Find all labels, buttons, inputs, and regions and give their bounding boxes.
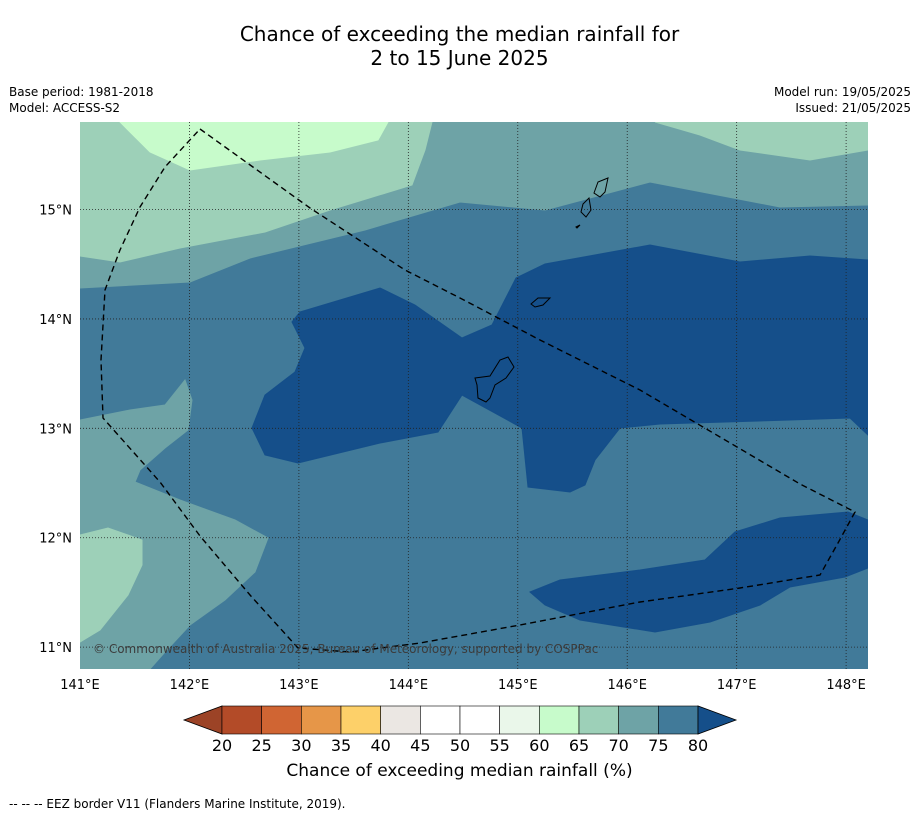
colorbar-tick-label: 35 [331,736,351,755]
colorbar: 20 25 30 35 40 45 50 55 60 65 70 75 80 [182,705,738,755]
colorbar-segment [499,705,540,735]
colorbar-tick-label: 40 [370,736,390,755]
base-period: Base period: 1981-2018 [9,85,154,99]
map-panel: © Commonwealth of Australia 2025, Bureau… [39,122,868,693]
island-guam [474,356,515,403]
island-tinian [580,196,592,218]
colorbar-tick-label: 50 [450,736,470,755]
field-65-70-southwest [80,527,143,643]
lat-tick-label: 14°N [39,313,72,328]
lon-tick-label: 148°E [826,678,866,693]
lat-tick-label: 13°N [39,422,72,437]
colorbar-graphic: 20 25 30 35 40 45 50 55 60 65 70 75 80 [182,705,738,755]
lon-tick-label: 142°E [170,678,210,693]
model-run: Model run: 19/05/2025 [773,85,911,99]
islands [474,177,609,403]
colorbar-tick-label: 65 [569,736,589,755]
colorbar-tick-label: 25 [251,736,271,755]
copyright-notice: © Commonwealth of Australia 2025, Bureau… [93,642,598,656]
colorbar-segment [301,705,342,735]
meta-left: Base period: 1981-2018 Model: ACCESS-S2 [9,84,154,116]
colorbar-tick-label: 55 [489,736,509,755]
lat-tick-label: 12°N [39,532,72,547]
colorbar-segment [658,705,699,735]
lon-tick-label: 144°E [389,678,429,693]
lon-tick-label: 141°E [60,678,100,693]
probability-map: © Commonwealth of Australia 2025, Bureau… [39,122,868,693]
eez-legend-note: -- -- -- EEZ border V11 (Flanders Marine… [9,797,346,811]
chart-title: Chance of exceeding the median rainfall … [0,22,919,70]
colorbar-segment [459,705,500,735]
field-60-65-north [119,122,389,171]
lat-tick-label: 11°N [39,641,72,656]
colorbar-segment [380,705,421,735]
colorbar-tick-label: 20 [212,736,232,755]
colorbar-tick-label: 70 [608,736,628,755]
colorbar-tick-label: 45 [410,736,430,755]
title-line-1: Chance of exceeding the median rainfall … [239,22,680,46]
island-small [575,224,581,229]
colorbar-segments [182,705,738,735]
colorbar-label: Chance of exceeding median rainfall (%) [286,761,633,781]
title-line-2: 2 to 15 June 2025 [370,46,549,70]
lat-tick-label: 15°N [39,204,72,219]
lon-tick-label: 143°E [279,678,319,693]
colorbar-over-arrow [697,705,738,735]
colorbar-segment [539,705,580,735]
axis-tick-labels: 141°E 142°E 143°E 144°E 145°E 146°E 147°E 148°E… [39,204,866,693]
field-80-plus-southeast [529,511,868,633]
colorbar-under-arrow [182,705,223,735]
model-name: Model: ACCESS-S2 [9,101,121,115]
colorbar-segment [340,705,381,735]
colorbar-segment [578,705,619,735]
colorbar-segment [420,705,461,735]
colorbar-tick-label: 75 [648,736,668,755]
colorbar-segment [261,705,302,735]
colorbar-ticks: 20 25 30 35 40 45 50 55 60 65 70 75 80 [212,736,708,755]
lon-tick-label: 145°E [498,678,538,693]
lon-tick-label: 147°E [717,678,757,693]
colorbar-segment [618,705,659,735]
field-80-plus-central [251,244,868,493]
graticule [80,122,868,669]
colorbar-tick-label: 30 [291,736,311,755]
issued-date: Issued: 21/05/2025 [795,101,911,115]
colorbar-tick-label: 60 [529,736,549,755]
field-65-70-northeast [654,122,868,161]
island-rota [530,297,552,308]
meta-right: Model run: 19/05/2025 Issued: 21/05/2025 [774,84,911,116]
lon-tick-label: 146°E [607,678,647,693]
island-saipan [593,177,609,198]
colorbar-segment [221,705,262,735]
colorbar-tick-label: 80 [688,736,708,755]
